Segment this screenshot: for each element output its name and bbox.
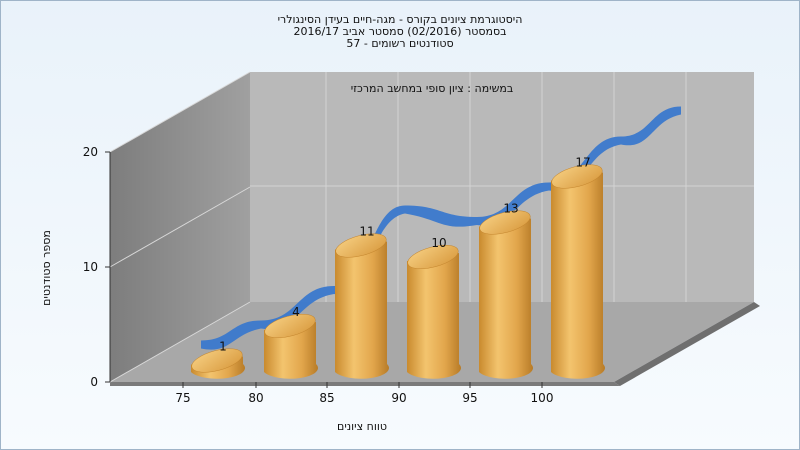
x-tick-label: 85 bbox=[319, 391, 334, 405]
floor-front-edge bbox=[110, 382, 620, 386]
chart-title-line-3: סטודנטים רשומים - 57 bbox=[346, 37, 454, 50]
x-axis: 75 80 85 90 95 100 bbox=[175, 382, 553, 405]
bar bbox=[407, 244, 462, 379]
gridlines bbox=[109, 71, 754, 383]
x-tick-label: 75 bbox=[175, 391, 190, 405]
chart-title-line-1: היסטוגרמת ציונים בקורס - מגה-חיים בעידן … bbox=[277, 13, 523, 26]
bar-value-label: 13 bbox=[503, 202, 518, 216]
y-tick-label: 20 bbox=[83, 145, 98, 159]
x-tick-label: 80 bbox=[248, 391, 263, 405]
bar-value-label: 4 bbox=[292, 305, 300, 319]
floor-edge bbox=[614, 302, 760, 386]
x-axis-label: טווח ציונים bbox=[337, 420, 387, 433]
y-tick-label: 0 bbox=[90, 375, 98, 389]
bar-value-label: 17 bbox=[575, 156, 590, 170]
y-axis: 0 10 20 bbox=[83, 145, 111, 389]
x-tick-label: 100 bbox=[531, 391, 554, 405]
x-tick-label: 90 bbox=[391, 391, 406, 405]
bar bbox=[479, 210, 534, 379]
bar bbox=[551, 164, 605, 379]
bar-value-label: 11 bbox=[359, 225, 374, 239]
chart-title-line-2: בסמסטר (02/2016) סמסטר אביב 2016/17 bbox=[293, 25, 507, 38]
bar-value-label: 1 bbox=[219, 340, 227, 354]
bars: 1 4 11 10 13 17 bbox=[191, 156, 605, 379]
bar-value-label: 10 bbox=[431, 236, 446, 250]
y-tick-label: 10 bbox=[83, 260, 98, 274]
x-tick-label: 95 bbox=[462, 391, 477, 405]
chart-annotation: במשימה : ציון סופי במחשב המרכזי bbox=[351, 82, 514, 95]
bar bbox=[264, 313, 318, 379]
bar bbox=[191, 348, 246, 379]
trend-ribbon bbox=[201, 106, 681, 350]
bar bbox=[335, 233, 389, 379]
y-axis-label: מספר סטודנטים bbox=[40, 230, 53, 306]
